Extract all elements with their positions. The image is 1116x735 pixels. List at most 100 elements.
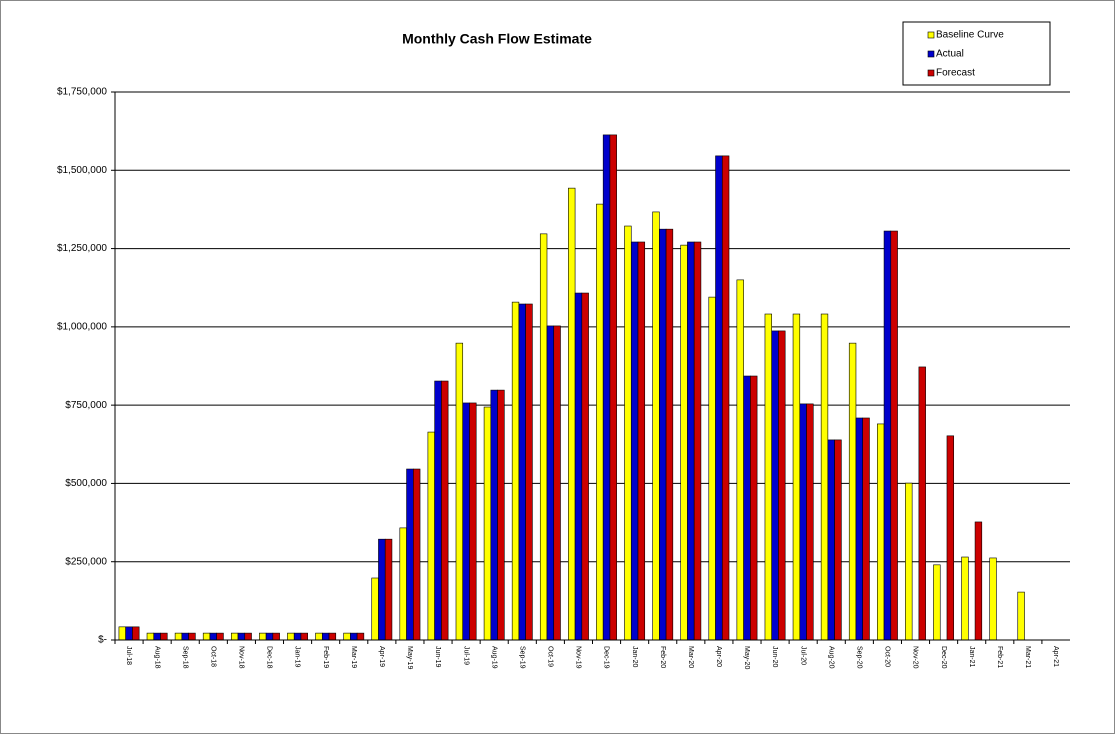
bar	[862, 417, 870, 641]
bar	[427, 431, 435, 641]
y-tick-label: $-	[98, 635, 107, 646]
bar	[1017, 591, 1025, 641]
bar	[153, 632, 161, 641]
bar	[574, 292, 583, 641]
legend-swatch	[927, 69, 935, 77]
bar	[315, 632, 323, 641]
x-tick-label: Sep-18	[181, 646, 188, 669]
bar	[568, 187, 576, 641]
bar	[687, 241, 695, 641]
x-tick-label: Feb-20	[659, 646, 666, 668]
bar	[883, 230, 892, 641]
y-tick-label: $1,250,000	[57, 243, 107, 254]
x-tick-label: Jul-20	[799, 646, 806, 665]
bar	[827, 439, 835, 641]
x-tick-label: Oct-19	[547, 646, 554, 667]
bar	[525, 303, 533, 641]
x-tick-label: Mar-21	[1024, 646, 1031, 668]
bar	[933, 564, 941, 641]
bar	[715, 155, 723, 641]
bar	[609, 134, 617, 641]
bar	[300, 632, 308, 641]
bar	[764, 313, 773, 641]
bar	[602, 134, 611, 641]
bar	[743, 375, 751, 641]
bar	[293, 632, 302, 641]
legend-label: Forecast	[936, 68, 975, 79]
bar	[455, 342, 464, 641]
bar	[946, 435, 955, 641]
x-tick-label: Aug-20	[827, 646, 834, 669]
bar	[237, 632, 246, 641]
bar	[188, 632, 196, 641]
x-tick-label: Dec-18	[266, 646, 273, 669]
bar	[848, 342, 857, 641]
x-tick-label: Nov-20	[912, 646, 919, 669]
bar	[399, 527, 407, 641]
legend-label: Baseline Curve	[936, 30, 1004, 41]
bar	[624, 225, 632, 641]
bar	[708, 296, 716, 641]
y-tick-label: $250,000	[65, 556, 107, 567]
bar	[146, 632, 155, 641]
bar	[462, 402, 470, 641]
bar	[160, 632, 168, 641]
bar	[659, 228, 667, 641]
bar	[174, 632, 183, 641]
bar	[434, 380, 442, 641]
x-tick-label: Oct-20	[884, 646, 891, 667]
bar	[350, 632, 358, 641]
chart-title: Monthly Cash Flow Estimate	[402, 31, 592, 47]
x-tick-label: Oct-18	[209, 646, 216, 667]
y-tick-label: $500,000	[65, 478, 107, 489]
bar	[736, 279, 744, 641]
bar	[596, 203, 604, 641]
x-tick-label: Aug-19	[490, 646, 497, 669]
bar	[778, 330, 786, 641]
bar	[469, 402, 477, 641]
bar	[974, 521, 983, 641]
bar	[546, 325, 555, 641]
bar	[806, 403, 814, 641]
legend-box	[902, 21, 1051, 86]
bar	[343, 632, 351, 641]
x-tick-label: Apr-21	[1052, 646, 1059, 667]
legend-swatch	[927, 31, 935, 39]
bar	[539, 233, 548, 641]
x-tick-label: Nov-19	[575, 646, 582, 669]
bar	[652, 211, 660, 641]
bar	[287, 632, 295, 641]
bar	[792, 313, 801, 641]
x-tick-label: Aug-18	[153, 646, 160, 669]
bar	[216, 632, 224, 641]
x-tick-label: Dec-19	[603, 646, 610, 669]
bar	[834, 439, 842, 641]
legend-label: Actual	[936, 49, 964, 60]
bar	[918, 366, 926, 641]
x-tick-label: Jun-20	[771, 646, 778, 668]
bar	[412, 468, 421, 641]
bar	[118, 626, 126, 641]
bar	[259, 632, 267, 641]
bar	[680, 244, 688, 641]
bar	[497, 389, 505, 641]
bar	[132, 626, 140, 641]
bar	[750, 375, 758, 641]
x-tick-label: Feb-21	[996, 646, 1003, 668]
x-tick-label: Sep-19	[518, 646, 525, 669]
x-tick-label: Mar-20	[687, 646, 694, 668]
bar	[989, 557, 997, 641]
bar	[371, 577, 379, 641]
x-tick-label: Sep-20	[855, 646, 862, 669]
bar	[877, 423, 885, 641]
bar	[384, 538, 393, 641]
x-tick-label: Jan-19	[294, 646, 301, 668]
x-tick-label: Nov-18	[238, 646, 245, 669]
bar	[693, 241, 702, 641]
y-tick-label: $1,500,000	[57, 165, 107, 176]
bar	[637, 241, 646, 641]
x-tick-label: Jan-20	[631, 646, 638, 668]
x-tick-label: Apr-19	[378, 646, 385, 667]
bar	[553, 325, 561, 641]
bar	[265, 632, 274, 641]
